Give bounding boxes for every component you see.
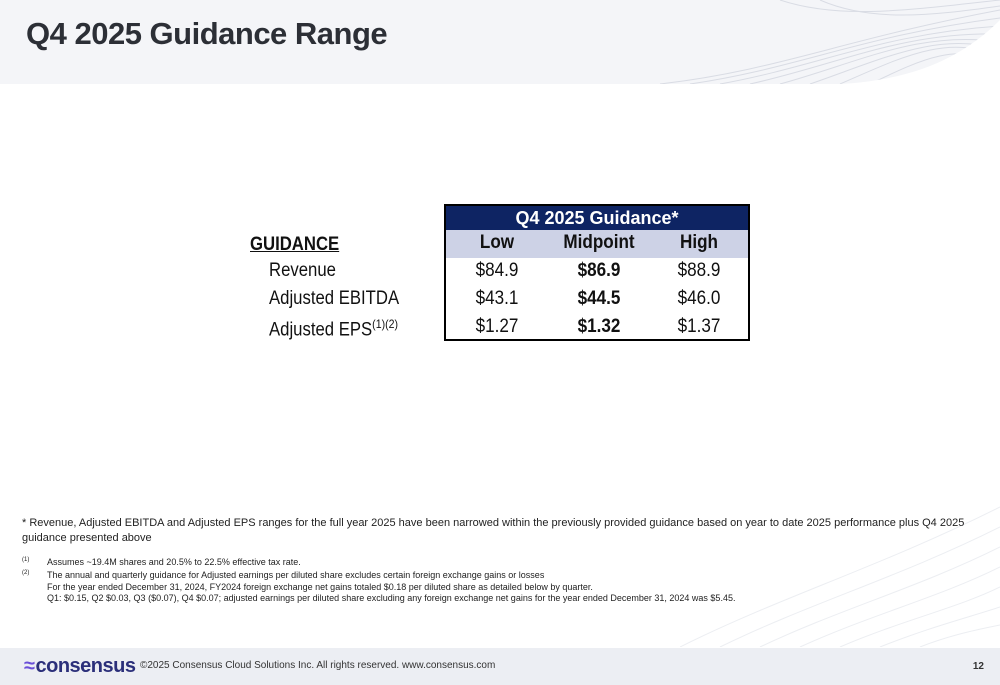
column-header-low: Low xyxy=(479,232,515,253)
cell-eps-low: $1.27 xyxy=(475,316,519,337)
footnote-2-line-1: The annual and quarterly guidance for Ad… xyxy=(47,570,545,580)
row-label-adjusted-eps: Adjusted EPS(1)(2) xyxy=(269,317,399,341)
cell-ebitda-low: $43.1 xyxy=(475,288,519,309)
footer: ≈consensus ©2025 Consensus Cloud Solutio… xyxy=(0,648,1000,685)
page-title: Q4 2025 Guidance Range xyxy=(26,16,388,51)
guidance-table-section: GUIDANCE Revenue Adjusted EBITDA Adjuste… xyxy=(248,204,758,346)
decorative-wave-pattern xyxy=(659,0,1000,84)
table-title: Q4 2025 Guidance* xyxy=(446,206,748,230)
header-band: Q4 2025 Guidance Range xyxy=(0,0,1000,84)
cell-ebitda-midpoint: $44.5 xyxy=(577,288,621,309)
cell-revenue-midpoint: $86.9 xyxy=(577,260,621,281)
footnote-1-marker: (1) xyxy=(22,557,30,563)
decorative-wave-pattern-bottom xyxy=(680,506,1000,647)
consensus-logo: ≈consensus xyxy=(24,655,136,677)
column-header-midpoint: Midpoint xyxy=(563,232,635,253)
cell-revenue-high: $88.9 xyxy=(677,260,721,281)
guidance-section-label: GUIDANCE xyxy=(250,234,340,255)
row-label-adjusted-ebitda: Adjusted EBITDA xyxy=(269,288,400,309)
page-number: 12 xyxy=(972,661,984,672)
cell-eps-high: $1.37 xyxy=(677,316,721,337)
cell-ebitda-high: $46.0 xyxy=(677,288,721,309)
footnote-2-line-3: Q1: $0.15, Q2 $0.03, Q3 ($0.07), Q4 $0.0… xyxy=(47,593,736,603)
table-column-header-row: Low Midpoint High xyxy=(446,230,748,258)
guidance-note: * Revenue, Adjusted EBITDA and Adjusted … xyxy=(22,517,965,544)
guidance-table: Q4 2025 Guidance* Low Midpoint High $84.… xyxy=(444,204,750,341)
footnote-1-text: Assumes ~19.4M shares and 20.5% to 22.5%… xyxy=(47,557,301,567)
copyright-text: ©2025 Consensus Cloud Solutions Inc. All… xyxy=(140,660,496,671)
cell-eps-midpoint: $1.32 xyxy=(577,316,621,337)
footnote-2-marker: (2) xyxy=(22,570,30,576)
eps-footnote-marker: (1)(2) xyxy=(372,317,399,331)
column-header-high: High xyxy=(680,232,718,253)
cell-revenue-low: $84.9 xyxy=(475,260,519,281)
consensus-logo-mark-icon: ≈ xyxy=(24,655,35,677)
footnote-2-line-2: For the year ended December 31, 2024, FY… xyxy=(47,581,593,592)
row-label-revenue: Revenue xyxy=(269,260,336,281)
